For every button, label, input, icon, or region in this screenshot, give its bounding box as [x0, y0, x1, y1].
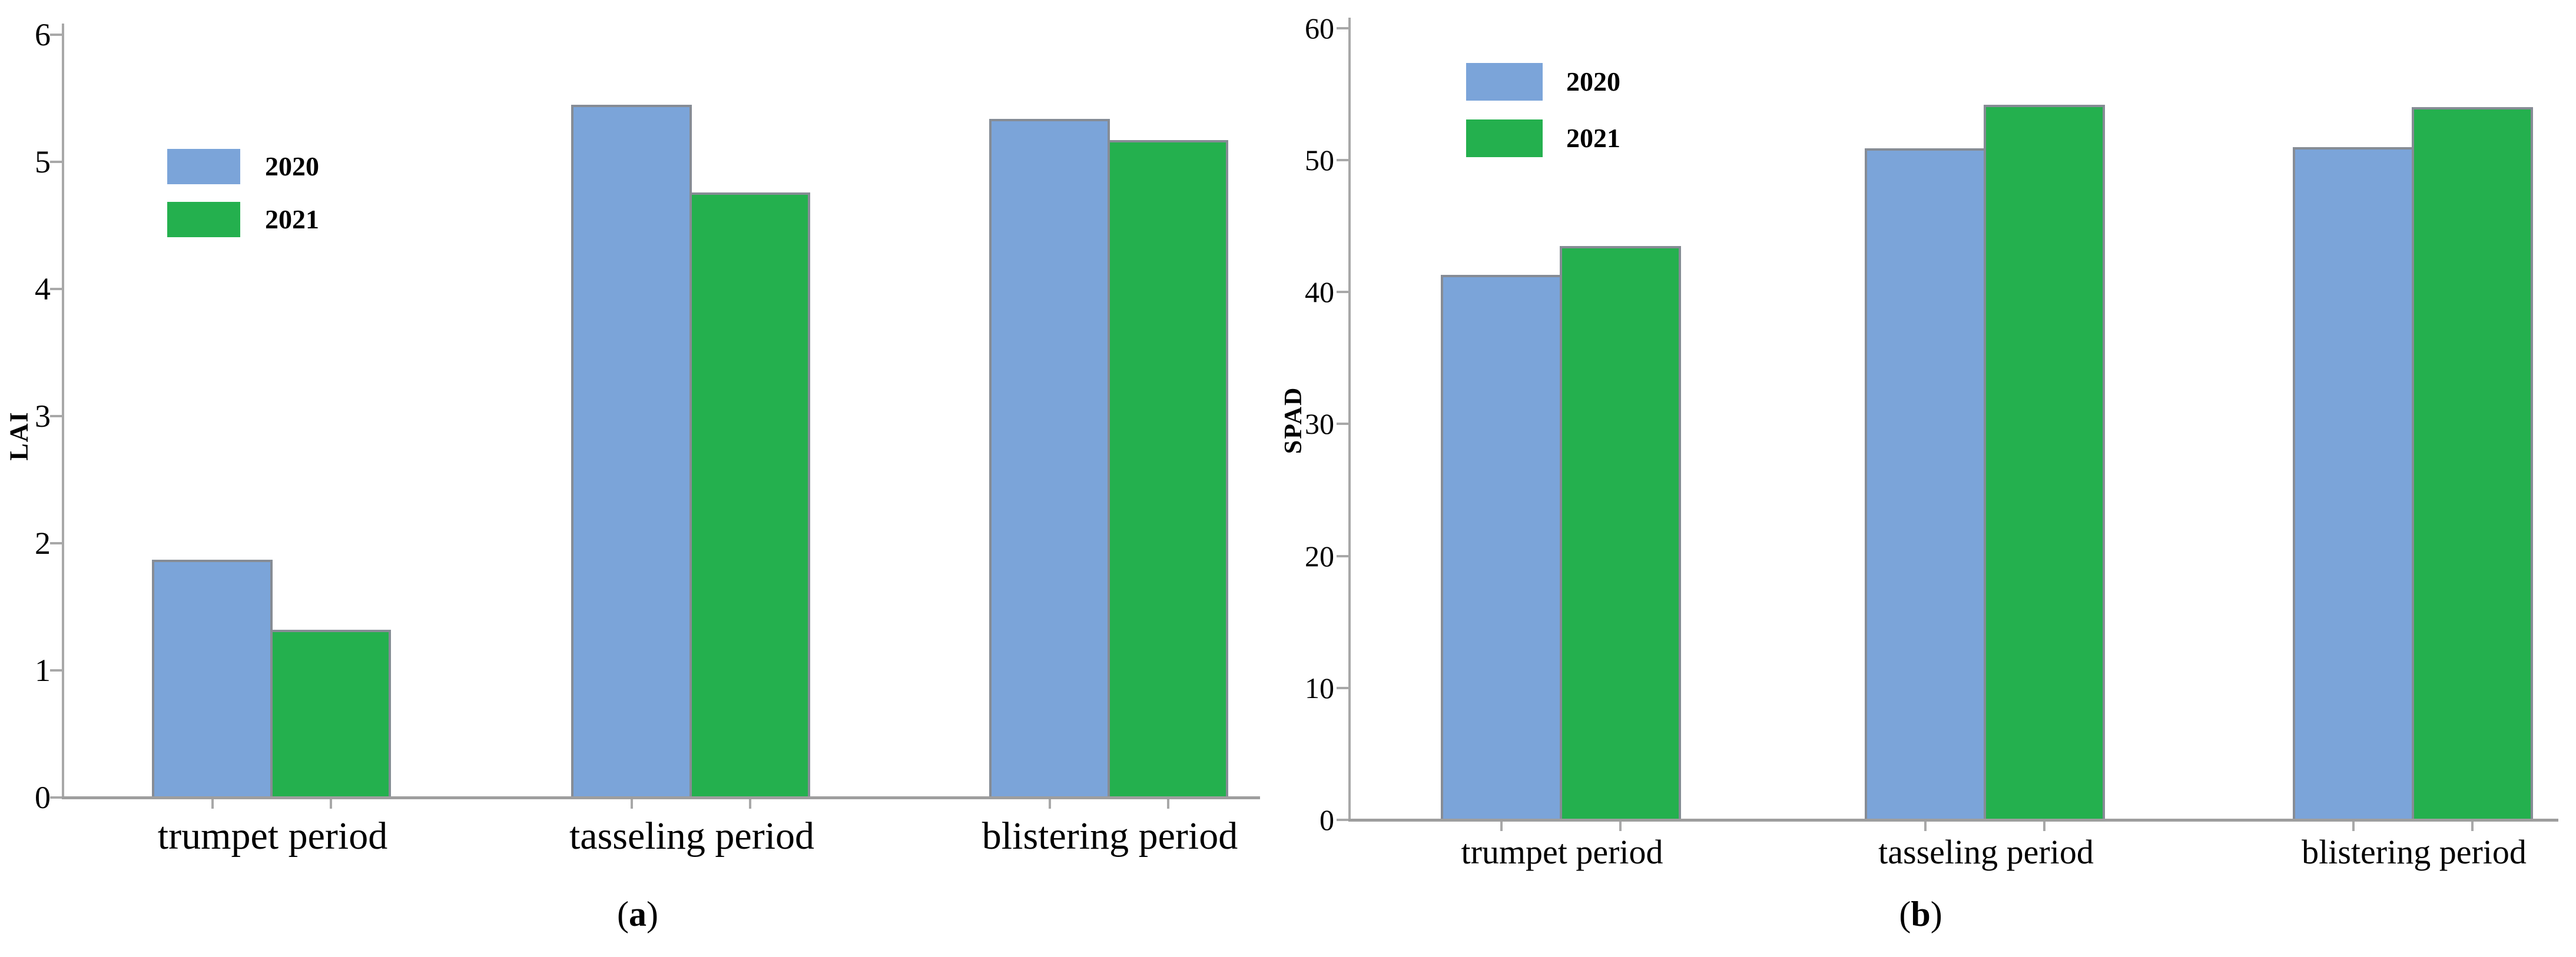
x-axis-line — [1348, 819, 2558, 822]
y-axis-tick — [50, 796, 63, 799]
y-axis-tick — [1337, 26, 1350, 29]
y-axis-tick-label: 30 — [1305, 407, 1334, 441]
bar-2020-trumpet — [1441, 275, 1562, 822]
legend-swatch-2021 — [167, 202, 240, 237]
y-axis-tick-label: 10 — [1305, 671, 1334, 705]
y-axis-title-lai: LAI — [4, 411, 34, 461]
bar-2021-trumpet — [1560, 246, 1681, 822]
bar-2020-blistering — [989, 119, 1110, 799]
caption-letter: a — [629, 895, 647, 933]
legend-swatch-2020 — [1466, 63, 1543, 101]
category-label-tasseling: tasseling period — [1878, 833, 2094, 871]
panel-caption-a: (a) — [617, 893, 658, 935]
y-axis-tick — [50, 415, 63, 417]
y-axis-tick — [50, 288, 63, 290]
y-axis-tick — [50, 542, 63, 544]
caption-close-paren: ) — [647, 895, 658, 933]
y-axis-tick — [1337, 554, 1350, 557]
x-axis-tick — [2471, 822, 2474, 831]
y-axis-tick — [1337, 423, 1350, 426]
category-label-trumpet: trumpet period — [157, 815, 388, 858]
legend-swatch-2020 — [167, 149, 240, 184]
x-axis-tick — [1500, 822, 1503, 831]
x-axis-tick — [211, 799, 214, 809]
y-axis-line — [1348, 18, 1351, 821]
legend-label-2021: 2021 — [265, 204, 319, 234]
bar-2020-trumpet — [152, 560, 273, 799]
y-axis-tick — [50, 669, 63, 672]
x-axis-tick — [329, 799, 332, 809]
x-axis-tick — [1166, 799, 1169, 809]
y-axis-tick-label: 4 — [35, 271, 51, 307]
y-axis-tick-label: 3 — [35, 398, 51, 434]
caption-letter: b — [1911, 895, 1931, 933]
x-axis-tick — [2352, 822, 2355, 831]
legend-label-2020: 2020 — [1566, 67, 1620, 97]
panel-caption-b: (b) — [1899, 893, 1942, 935]
y-axis-tick-label: 60 — [1305, 11, 1334, 45]
x-axis-line — [62, 796, 1260, 799]
legend-label-2020: 2020 — [265, 151, 319, 181]
bar-2020-tasseling — [571, 105, 692, 799]
category-label-trumpet: trumpet period — [1461, 833, 1663, 871]
bar-2021-tasseling — [689, 192, 810, 799]
y-axis-tick — [1337, 291, 1350, 294]
y-axis-tick-label: 40 — [1305, 275, 1334, 309]
y-axis-line — [62, 24, 64, 799]
category-label-tasseling: tasseling period — [569, 815, 815, 858]
y-axis-tick — [50, 34, 63, 36]
bar-2021-trumpet — [270, 630, 391, 799]
x-axis-tick — [1048, 799, 1051, 809]
y-axis-tick — [1337, 686, 1350, 689]
legend-swatch-2021 — [1466, 119, 1543, 157]
y-axis-tick-label: 5 — [35, 144, 51, 180]
y-axis-tick-label: 0 — [1320, 803, 1334, 836]
y-axis-tick — [1337, 819, 1350, 821]
y-axis-tick-label: 50 — [1305, 144, 1334, 177]
y-axis-tick-label: 2 — [35, 526, 51, 561]
x-axis-tick — [1924, 822, 1927, 831]
y-axis-tick — [50, 161, 63, 163]
x-axis-tick — [1619, 822, 1622, 831]
bar-2021-blistering — [2412, 107, 2533, 822]
y-axis-tick-label: 1 — [35, 653, 51, 688]
y-axis-tick-label: 20 — [1305, 539, 1334, 573]
bar-2021-tasseling — [1984, 105, 2105, 822]
x-axis-tick — [630, 799, 633, 809]
caption-close-paren: ) — [1930, 895, 1942, 933]
chart-panel-b: SPAD (b) 0 10 20 30 40 50 60 trumpet period tass… — [1280, 0, 2576, 957]
chart-panel-a: LAI (a) 0 1 2 3 4 5 6 trumpet period tasseling p… — [0, 0, 1284, 957]
y-axis-tick — [1337, 159, 1350, 161]
bar-2020-blistering — [2293, 147, 2414, 822]
category-label-blistering: blistering period — [982, 815, 1238, 858]
y-axis-tick-label: 0 — [35, 780, 51, 815]
bar-2020-tasseling — [1865, 148, 1986, 822]
caption-open-paren: ( — [1899, 895, 1911, 933]
caption-open-paren: ( — [617, 895, 629, 933]
x-axis-tick — [748, 799, 751, 809]
legend-label-2021: 2021 — [1566, 123, 1620, 153]
y-axis-tick-label: 6 — [35, 17, 51, 52]
x-axis-tick — [2043, 822, 2045, 831]
bar-2021-blistering — [1108, 140, 1228, 799]
category-label-blistering: blistering period — [2302, 833, 2527, 871]
